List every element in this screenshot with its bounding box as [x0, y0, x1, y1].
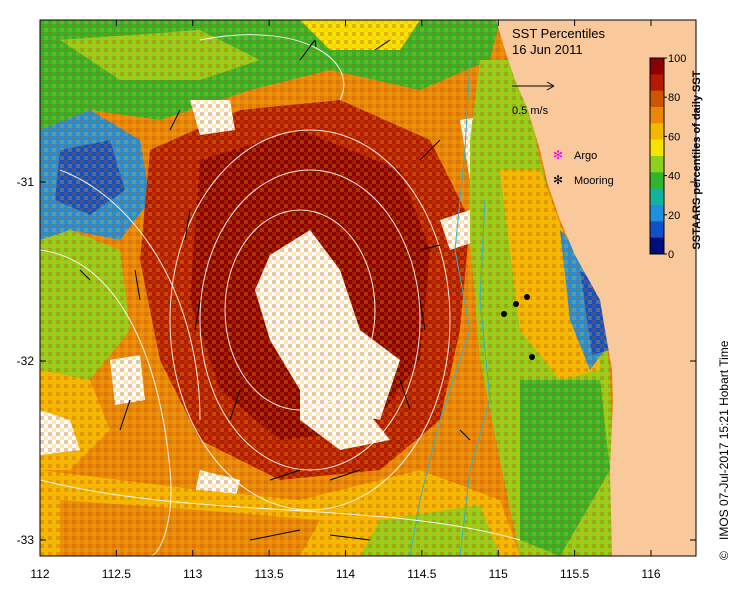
map-title: SST Percentiles — [512, 26, 605, 41]
mooring-marker — [529, 354, 535, 360]
current-vectors — [79, 39, 471, 541]
x-tick-label: 114 — [336, 567, 355, 581]
marker-legend: ✻ Argo ✻ Mooring — [553, 148, 614, 187]
colorbar-segment — [650, 139, 664, 157]
x-axis: 112 112.5 113 113.5 114 114.5 115 115.5 116 — [30, 20, 661, 581]
mooring-legend-label: Mooring — [574, 175, 614, 187]
x-tick-label: 113.5 — [255, 567, 284, 581]
colorbar-frame — [649, 57, 665, 255]
argo-marker-icon: ✻ — [553, 148, 563, 162]
y-tick-label: -33 — [17, 533, 35, 547]
colorbar-tick-label: 100 — [668, 53, 686, 65]
mooring-marker — [524, 294, 530, 300]
credit-text: IMOS 07-Jul-2017 15:21 Hobart Time — [717, 340, 731, 540]
colorbar-segment — [650, 221, 664, 239]
sst-field — [40, 20, 696, 556]
colorbar: 100 80 60 40 20 0 — [649, 53, 686, 261]
copyright-icon: © — [717, 551, 731, 560]
colorbar-segment — [650, 74, 664, 92]
x-tick-label: 114.5 — [407, 567, 436, 581]
colorbar-segment — [650, 205, 664, 222]
argo-legend-label: Argo — [574, 150, 597, 162]
map-date: 16 Jun 2011 — [512, 42, 583, 57]
colorbar-segment — [650, 107, 664, 124]
colorbar-tick-label: 80 — [668, 92, 680, 104]
colorbar-tick-label: 40 — [668, 171, 680, 183]
colorbar-tick-label: 60 — [668, 131, 680, 143]
colorbar-tick-label: 0 — [668, 249, 674, 261]
colorbar-segment — [650, 58, 664, 75]
colorbar-tick-label: 20 — [668, 210, 680, 222]
x-tick-label: 115.5 — [560, 567, 589, 581]
colorbar-segment — [650, 172, 664, 190]
mooring-marker-icon: ✻ — [553, 173, 563, 187]
mooring-markers — [501, 294, 535, 360]
velocity-scale: 0.5 m/s — [512, 81, 555, 117]
x-tick-label: 112 — [30, 567, 49, 581]
x-tick-label: 112.5 — [102, 567, 131, 581]
plot-frame — [39, 19, 697, 557]
mooring-marker — [501, 311, 507, 317]
y-tick-label: -32 — [17, 354, 35, 368]
colorbar-segment — [650, 237, 664, 255]
colorbar-label: SSTAARS percentiles of daily SST — [691, 70, 703, 249]
x-tick-label: 113 — [183, 567, 202, 581]
colorbar-segment — [650, 156, 664, 173]
velocity-scale-label: 0.5 m/s — [512, 105, 549, 117]
y-tick-label: -31 — [17, 175, 35, 189]
x-tick-label: 115 — [489, 567, 508, 581]
x-tick-label: 116 — [641, 567, 660, 581]
colorbar-segment — [650, 123, 664, 141]
colorbar-segment — [650, 188, 664, 206]
mooring-marker — [513, 301, 519, 307]
y-axis: -31 -32 -33 — [17, 175, 696, 547]
velocity-scale-arrow-icon — [512, 81, 555, 91]
colorbar-segment — [650, 90, 664, 108]
